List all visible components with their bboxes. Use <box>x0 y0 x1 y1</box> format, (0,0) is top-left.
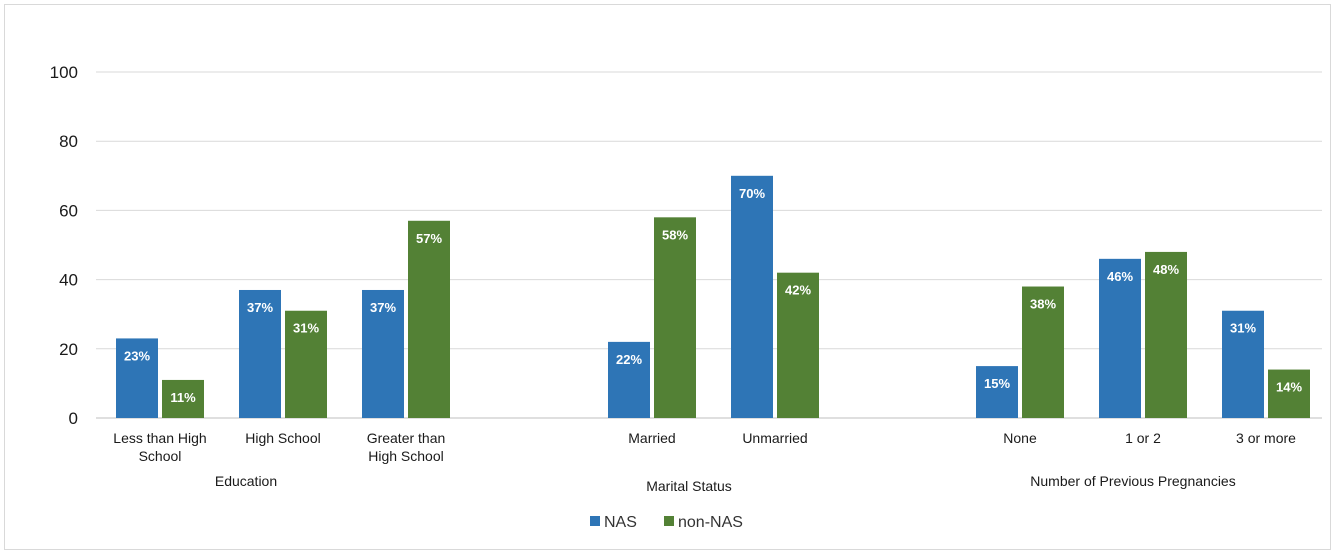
x-tick-label: Less than High <box>113 430 206 446</box>
data-label: 23% <box>124 348 150 363</box>
bar-nas <box>362 289 404 418</box>
x-tick-label: Unmarried <box>742 430 807 446</box>
bar-non-nas <box>285 310 327 418</box>
legend: NAS non-NAS <box>590 514 743 531</box>
bar-nas <box>608 341 650 418</box>
data-label: 11% <box>170 390 196 405</box>
bar-nas <box>239 289 281 418</box>
y-tick-label: 40 <box>59 271 78 290</box>
legend-swatch-non-nas <box>664 516 674 526</box>
data-label: 22% <box>616 352 642 367</box>
data-label: 42% <box>785 283 811 298</box>
data-label: 57% <box>416 231 442 246</box>
x-tick-label: High School <box>245 430 321 446</box>
data-label: 46% <box>1107 269 1133 284</box>
data-label: 14% <box>1276 380 1302 395</box>
group-label: Marital Status <box>646 478 732 494</box>
group-label: Education <box>215 473 277 489</box>
data-label: 31% <box>1230 321 1256 336</box>
bar-nas <box>731 175 773 418</box>
x-tick-label: School <box>139 448 182 464</box>
x-tick-label: 1 or 2 <box>1125 430 1161 446</box>
bar-nas <box>976 366 1018 418</box>
bar-nas <box>1222 310 1264 418</box>
y-tick-label: 0 <box>69 409 78 428</box>
bar-non-nas <box>1022 286 1064 418</box>
data-label: 48% <box>1153 262 1179 277</box>
data-label: 58% <box>662 227 688 242</box>
bar-nas <box>116 338 158 418</box>
bar-non-nas <box>654 217 696 418</box>
bar-nas <box>1099 258 1141 418</box>
data-label: 37% <box>247 300 273 315</box>
legend-swatch-nas <box>590 516 600 526</box>
x-tick-label: Married <box>628 430 675 446</box>
bars <box>116 175 1310 418</box>
y-tick-label: 80 <box>59 132 78 151</box>
x-tick-label: High School <box>368 448 444 464</box>
y-tick-label: 20 <box>59 340 78 359</box>
y-tick-label: 100 <box>50 63 78 82</box>
chart-frame <box>4 4 1331 550</box>
bar-non-nas <box>1268 369 1310 418</box>
group-label: Number of Previous Pregnancies <box>1030 473 1235 489</box>
bar-non-nas <box>408 220 450 418</box>
legend-label: NAS <box>604 514 637 531</box>
data-label: 15% <box>984 376 1010 391</box>
x-tick-label: None <box>1003 430 1037 446</box>
bar-non-nas <box>162 379 204 418</box>
bar-non-nas <box>777 272 819 418</box>
legend-label: non-NAS <box>678 514 743 531</box>
data-label: 38% <box>1030 297 1056 312</box>
bar-non-nas <box>1145 251 1187 418</box>
data-label: 37% <box>370 300 396 315</box>
data-label: 31% <box>293 321 319 336</box>
x-tick-label: Greater than <box>367 430 446 446</box>
x-tick-label: 3 or more <box>1236 430 1296 446</box>
data-label: 70% <box>739 186 765 201</box>
y-tick-label: 60 <box>59 201 78 220</box>
